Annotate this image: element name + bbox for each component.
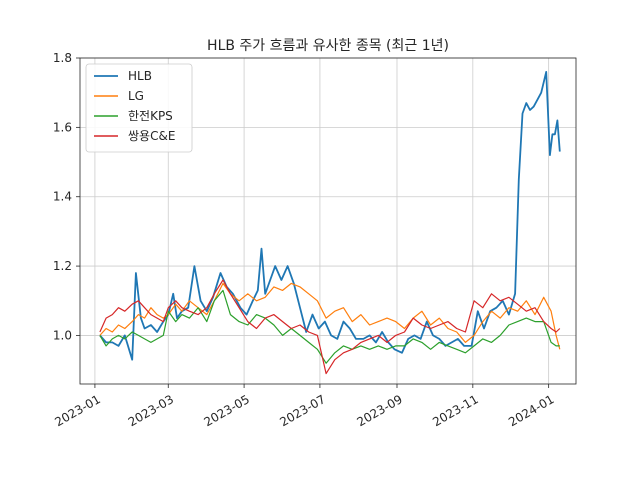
series-line--c-e — [99, 279, 561, 375]
y-tick-label: 1.2 — [53, 259, 72, 273]
legend-label: LG — [128, 89, 144, 103]
legend-label: HLB — [128, 69, 152, 83]
series-line-hlb — [99, 71, 561, 361]
legend-label: 한전KPS — [128, 109, 173, 123]
y-tick-label: 1.6 — [53, 120, 72, 134]
y-tick-label: 1.8 — [53, 51, 72, 65]
chart-title: HLB 주가 흐름과 유사한 종목 (최근 1년) — [207, 38, 449, 54]
legend: HLB LG 한전KPS 쌍용C&E — [85, 63, 193, 153]
legend-label: 쌍용C&E — [128, 129, 175, 143]
series-line-lg — [99, 282, 561, 350]
y-tick-label: 1.4 — [53, 190, 72, 204]
y-tick-label: 1.0 — [53, 328, 72, 342]
plot-frame — [79, 57, 577, 385]
series-layer — [99, 71, 561, 375]
series-line--kps — [99, 289, 560, 364]
legend-box — [85, 63, 193, 153]
